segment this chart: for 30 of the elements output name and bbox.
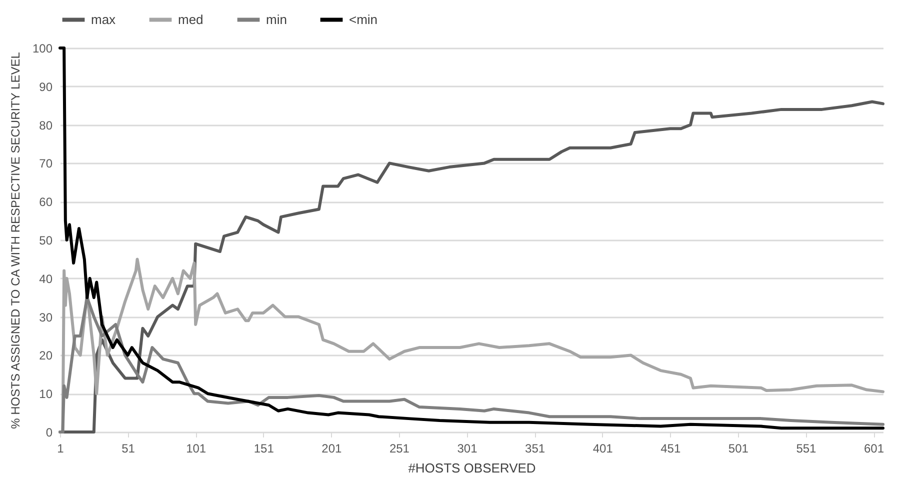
y-tick-label: 0 — [46, 426, 53, 440]
x-tick-label: 401 — [592, 442, 614, 456]
x-tick-label: 151 — [254, 442, 274, 456]
legend-label: min — [266, 12, 287, 27]
y-tick-label: 10 — [39, 387, 53, 402]
x-tick-label: 451 — [660, 442, 681, 456]
y-tick-label: 50 — [39, 234, 53, 248]
x-tick-label: 351 — [525, 442, 546, 456]
x-tick-label: 101 — [186, 442, 206, 456]
y-tick-label: 70 — [39, 156, 53, 171]
x-tick-label: 251 — [389, 442, 410, 456]
x-tick-label: 201 — [322, 442, 342, 456]
x-tick-label: 501 — [728, 442, 749, 456]
x-tick-label: 601 — [864, 442, 884, 456]
x-axis-title: #HOSTS OBSERVED — [408, 460, 536, 476]
y-tick-label: 90 — [39, 80, 53, 94]
legend-label: <min — [349, 12, 378, 27]
x-tick-label: 551 — [796, 442, 817, 456]
y-tick-label: 20 — [39, 348, 53, 363]
legend-label: max — [91, 12, 116, 27]
x-tick-label: 51 — [122, 442, 136, 456]
legend-label: med — [178, 12, 204, 27]
y-tick-label: 80 — [39, 118, 53, 132]
y-tick-label: 100 — [32, 42, 53, 56]
x-tick-label: 1 — [57, 442, 64, 456]
y-axis-title: % HOSTS ASSIGNED TO CA WITH RESPECTIVE SECURITY LEVEL — [8, 52, 22, 429]
x-tick-label: 301 — [457, 442, 478, 456]
y-tick-label: 40 — [39, 272, 53, 286]
y-tick-label: 30 — [39, 310, 53, 324]
y-tick-label: 60 — [39, 195, 53, 210]
